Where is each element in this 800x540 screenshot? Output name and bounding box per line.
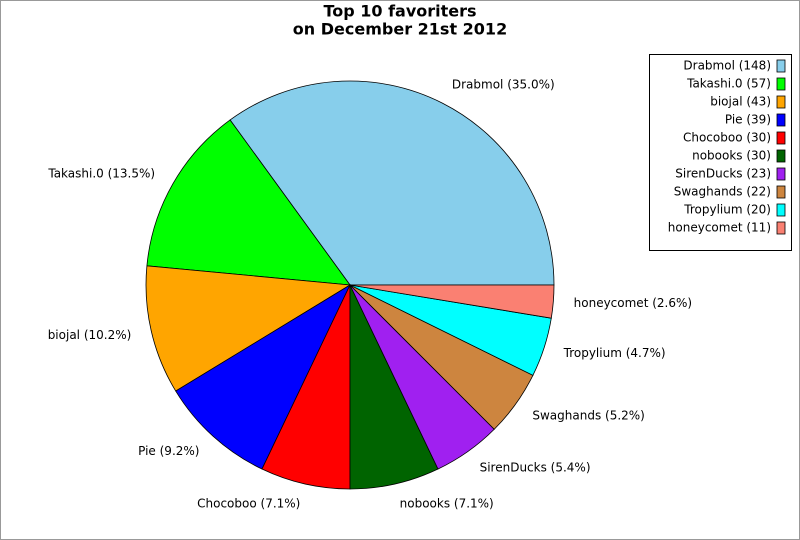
legend-swatch (776, 149, 786, 163)
legend-swatch (776, 59, 786, 73)
legend-swatch (776, 77, 786, 91)
legend-label: Drabmol (148) (683, 59, 771, 73)
pie-slice (229, 80, 555, 286)
legend-label: Takashi.0 (57) (686, 77, 771, 91)
slice-label: Pie (9.2%) (138, 444, 199, 458)
chart-title: Top 10 favoriters (323, 2, 476, 21)
slice-label: honeycomet (2.6%) (574, 296, 692, 310)
legend-label: Pie (39) (725, 113, 771, 127)
pie-slice (175, 283, 351, 470)
legend-label: biojal (43) (710, 95, 771, 109)
legend-swatch (776, 95, 786, 109)
legend-swatch (776, 203, 786, 217)
chart-subtitle: on December 21st 2012 (293, 20, 507, 39)
slice-label: Tropylium (4.7%) (563, 346, 666, 360)
slice-label: Takashi.0 (13.5%) (47, 166, 155, 180)
legend-label: nobooks (30) (692, 149, 771, 163)
legend-label: SirenDucks (23) (675, 167, 771, 181)
legend-swatch (776, 167, 786, 181)
slice-label: biojal (10.2%) (48, 328, 132, 342)
legend-swatch (776, 113, 786, 127)
slice-label: Drabmol (35.0%) (452, 78, 555, 92)
legend-swatch (776, 221, 786, 235)
pie-slice (146, 119, 351, 286)
pie-slice (349, 284, 555, 319)
legend-label: honeycomet (11) (668, 221, 771, 235)
legend-box (649, 54, 792, 251)
legend-swatch (776, 185, 786, 199)
legend-label: Tropylium (20) (683, 203, 771, 217)
legend-label: Swaghands (22) (674, 185, 771, 199)
legend-label: Chocoboo (30) (683, 131, 771, 145)
slice-label: Chocoboo (7.1%) (197, 496, 300, 510)
slice-label: nobooks (7.1%) (400, 496, 494, 510)
slice-label: Swaghands (5.2%) (532, 408, 645, 422)
slice-label: SirenDucks (5.4%) (480, 461, 591, 475)
legend-swatch (776, 131, 786, 145)
pie-slice (145, 265, 352, 392)
